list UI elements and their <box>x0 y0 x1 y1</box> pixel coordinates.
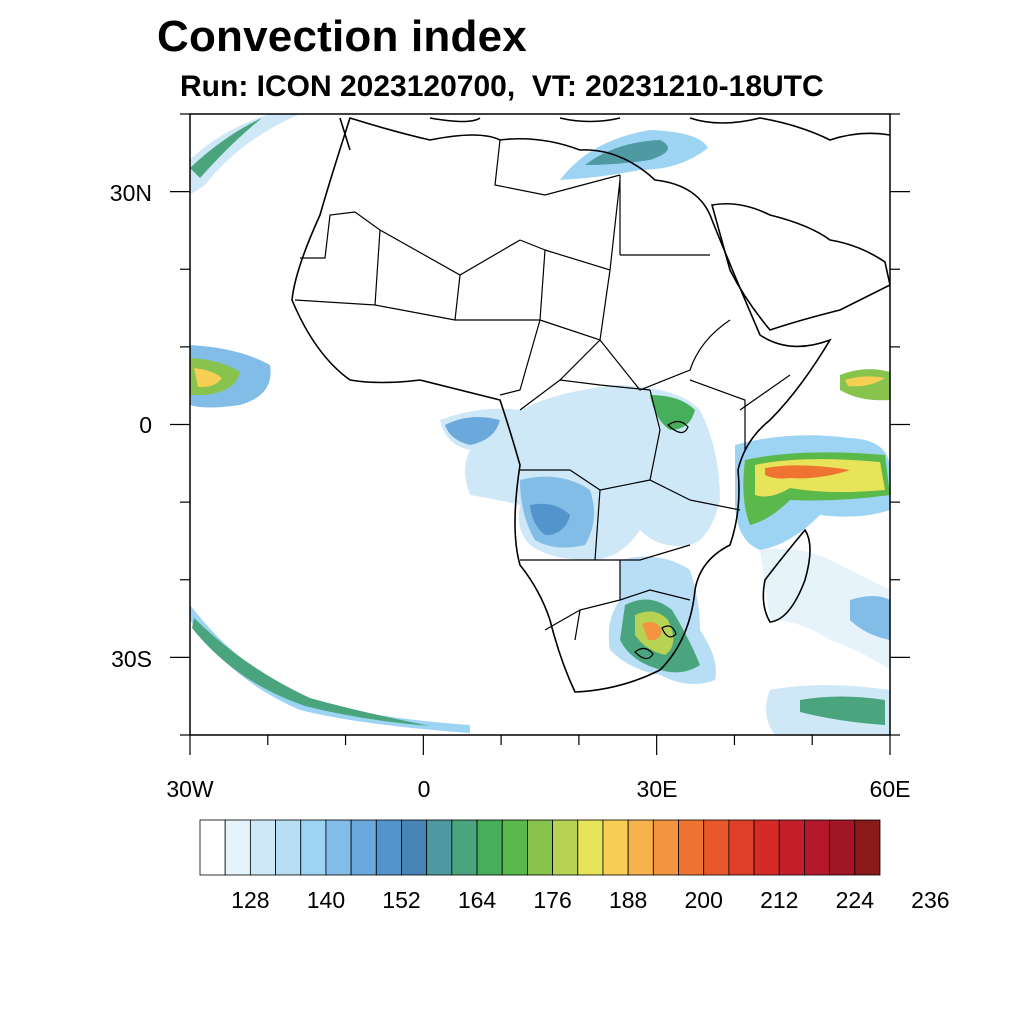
convection-field <box>190 114 890 735</box>
colorbar-swatch <box>728 819 755 876</box>
colorbar-tick-label: 224 <box>835 887 874 913</box>
colorbar-swatch <box>703 819 730 876</box>
colorbar-tick-label: 140 <box>306 887 346 913</box>
colorbar-swatch <box>249 819 276 876</box>
colorbar-swatch <box>854 819 881 876</box>
colorbar-tick-label: 176 <box>533 887 572 913</box>
convection-area <box>642 622 662 641</box>
colorbar-tick-label: 200 <box>684 887 723 913</box>
colorbar-swatch <box>199 819 226 876</box>
colorbar-swatch <box>350 819 377 876</box>
colorbar-swatch <box>401 819 428 876</box>
europe-coastline <box>339 117 890 151</box>
chart-title: Convection index <box>157 12 527 61</box>
colorbar-swatch <box>627 819 654 876</box>
convection-area <box>194 368 222 388</box>
lat-label: 30S <box>111 646 152 672</box>
colorbar-swatch <box>778 819 805 876</box>
lon-label: 30W <box>166 776 214 802</box>
colorbar <box>199 819 881 876</box>
colorbar-tick-label: 212 <box>760 887 799 913</box>
convection-area <box>765 465 850 479</box>
colorbar-tick-label: 236 <box>911 887 950 913</box>
colorbar-swatch <box>577 819 604 876</box>
country-borders <box>294 139 791 660</box>
convection-area <box>850 596 890 640</box>
arabia-coastline <box>710 202 890 331</box>
madagascar-coastline <box>762 528 811 623</box>
colorbar-swatch <box>325 819 352 876</box>
colorbar-tick-label: 188 <box>608 887 648 913</box>
colorbar-tick-label: 164 <box>457 887 497 913</box>
chart-subtitle: Run: ICON 2023120700, VT: 20231210-18UTC <box>180 70 824 103</box>
convection-area <box>800 696 885 725</box>
colorbar-swatch <box>476 819 503 876</box>
colorbar-tick-label: 152 <box>382 887 421 913</box>
convection-area <box>650 395 695 430</box>
convection-area <box>530 503 570 535</box>
convection-area <box>585 140 668 165</box>
colorbar-swatch <box>224 819 251 876</box>
convection-area <box>760 548 890 670</box>
lon-label: 30E <box>636 776 678 802</box>
convection-area <box>190 605 470 733</box>
lon-label: 60E <box>869 776 911 802</box>
lat-label: 30N <box>109 180 152 206</box>
colorbar-swatch <box>275 819 302 876</box>
colorbar-swatch <box>501 819 528 876</box>
colorbar-swatch <box>300 819 327 876</box>
convection-area <box>190 118 262 178</box>
colorbar-swatch <box>375 819 402 876</box>
colorbar-swatch <box>426 819 453 876</box>
colorbar-swatch <box>678 819 705 876</box>
lake-outline <box>634 420 689 660</box>
africa-coastline <box>291 117 832 693</box>
colorbar-swatch <box>552 819 579 876</box>
colorbar-swatch <box>602 819 629 876</box>
colorbar-swatch <box>451 819 478 876</box>
colorbar-swatch <box>652 819 679 876</box>
colorbar-swatch <box>804 819 831 876</box>
axis-ticks <box>170 113 910 755</box>
lon-label: 0 <box>417 776 431 802</box>
colorbar-tick-label: 128 <box>231 887 270 913</box>
convection-area <box>192 618 430 726</box>
convection-area <box>445 416 500 445</box>
country-border <box>294 139 791 641</box>
colorbar-swatch <box>527 819 553 876</box>
lat-label: 0 <box>139 412 152 438</box>
colorbar-swatch <box>753 819 780 876</box>
convection-area <box>845 376 885 387</box>
colorbar-swatch <box>829 819 856 876</box>
